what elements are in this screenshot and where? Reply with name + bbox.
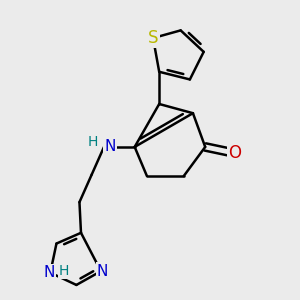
Text: O: O — [228, 144, 241, 162]
Text: N: N — [104, 140, 116, 154]
Text: N: N — [97, 264, 108, 279]
Text: H: H — [88, 135, 98, 149]
Text: N: N — [43, 265, 55, 280]
Text: H: H — [59, 264, 69, 278]
Text: S: S — [148, 29, 158, 47]
